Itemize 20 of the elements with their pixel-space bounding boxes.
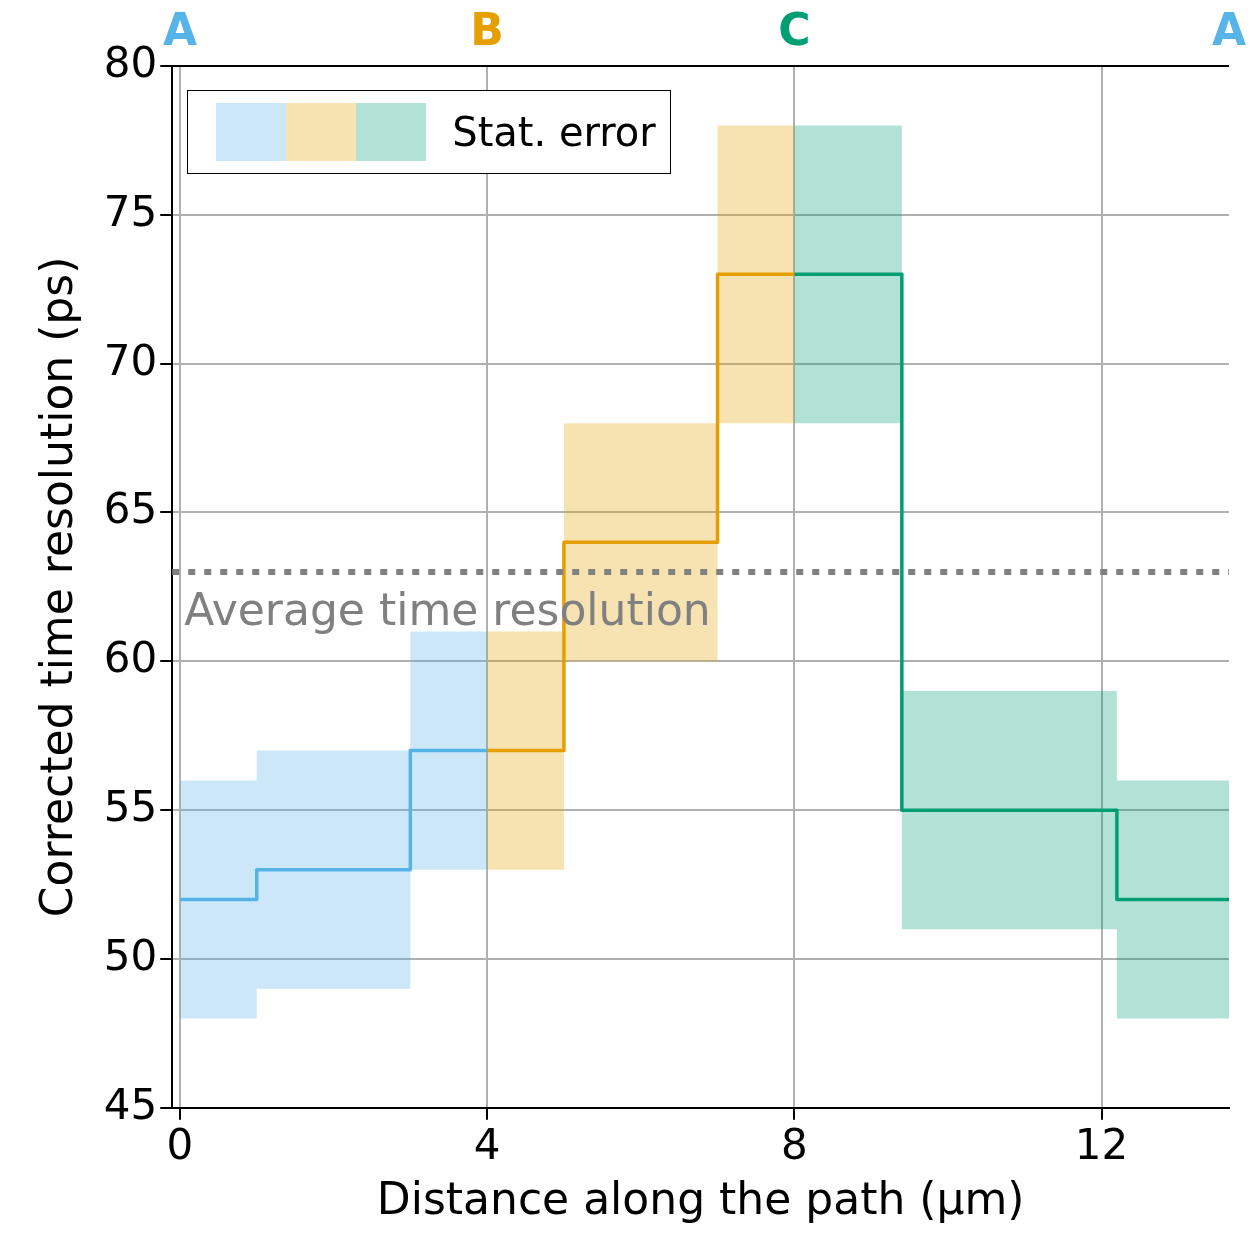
text: B	[470, 4, 504, 56]
y-tick-label: 60	[103, 633, 158, 683]
y-tick-label: 50	[103, 930, 158, 980]
x-tick-label: 8	[780, 1119, 808, 1169]
x-tick-label: 0	[166, 1119, 194, 1169]
text: C	[778, 4, 811, 56]
x-tick-label: 4	[473, 1119, 501, 1169]
y-tick-label: 70	[103, 335, 158, 385]
x-axis-title: Distance along the path (µm)	[376, 1173, 1025, 1225]
text: A	[162, 4, 197, 56]
y-tick-label: 80	[103, 37, 158, 87]
text: A	[1211, 4, 1247, 56]
y-tick-label: 55	[103, 782, 158, 832]
y-axis-title: Corrected time resolution (ps)	[30, 256, 82, 918]
legend-box: Stat. error	[187, 90, 671, 174]
y-tick-label: 65	[103, 484, 158, 534]
legend-title: Stat. error	[452, 109, 656, 155]
x-tick-label: 12	[1074, 1119, 1129, 1169]
y-tick-label: 75	[103, 186, 158, 236]
y-tick-label: 45	[103, 1079, 158, 1129]
